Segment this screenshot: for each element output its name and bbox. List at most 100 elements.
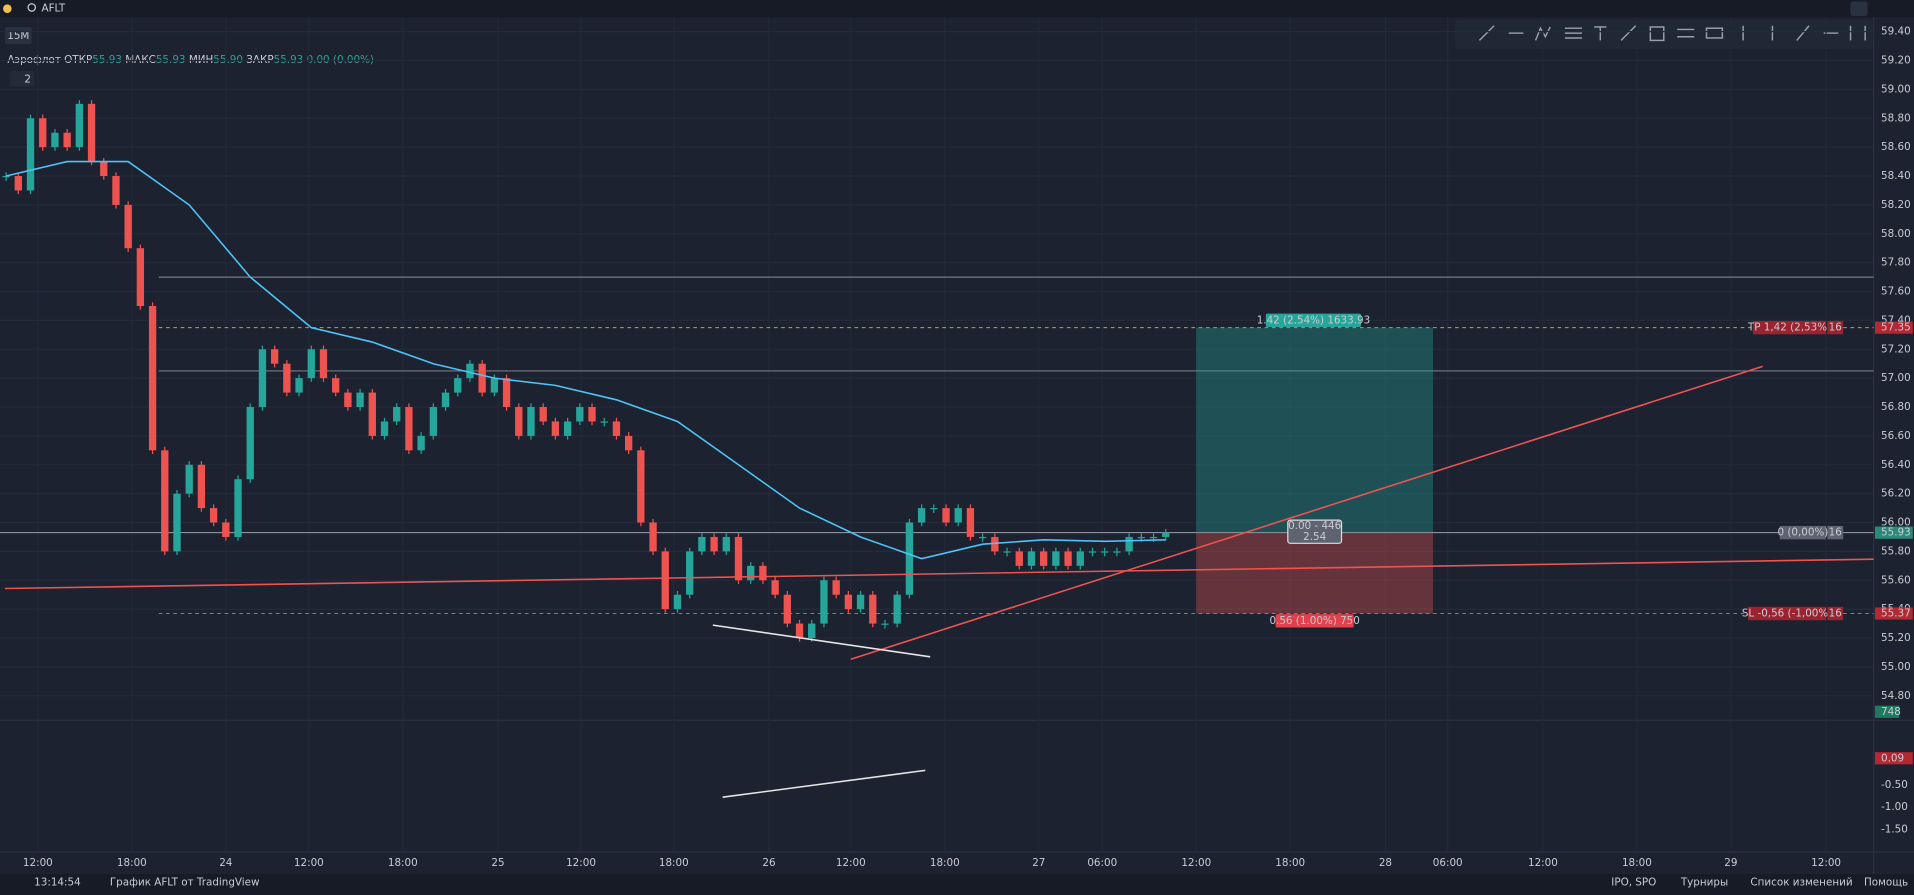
profit-label: 1.42 (2.54%) 1633.93 (1257, 314, 1370, 326)
candle (917, 508, 926, 523)
qty: 16 (1829, 527, 1842, 539)
candle (1040, 551, 1048, 566)
volume-badge (1874, 705, 1900, 718)
candle (1113, 551, 1121, 553)
y-tick-label: 59.20 (1881, 55, 1911, 67)
y-tick-label: 59.40 (1881, 26, 1911, 38)
order-label[interactable]: TP 1,42 (2,53%) (1747, 322, 1831, 334)
footer-link[interactable]: IPO, SPO (1611, 877, 1656, 889)
candle (1052, 551, 1060, 566)
x-tick-label: 12:00 (836, 857, 866, 869)
macd-tick-label: -0.50 (1881, 779, 1908, 791)
x-tick-label: 18:00 (930, 857, 960, 869)
y-tick-label: 55.00 (1881, 661, 1911, 673)
x-tick-label: 12:00 (566, 857, 596, 869)
x-tick-label: 25 (491, 857, 504, 869)
candle (576, 407, 584, 422)
y-tick-label: 58.60 (1881, 141, 1911, 153)
candle (319, 349, 328, 379)
y-tick-label: 58.20 (1881, 199, 1911, 211)
x-tick-label: 06:00 (1087, 857, 1117, 869)
volume-last: 748 (1881, 706, 1901, 718)
candle (429, 407, 437, 436)
interval[interactable]: 15M (7, 30, 29, 42)
y-tick-label: 57.00 (1881, 372, 1911, 384)
footer-link[interactable]: Список изменений (1750, 877, 1852, 889)
x-tick-label: 27 (1032, 857, 1045, 869)
candle (515, 407, 523, 436)
x-tick-label: 12:00 (23, 857, 53, 869)
candle (173, 493, 181, 552)
indicator-toggle[interactable] (9, 70, 35, 87)
candle (539, 407, 547, 422)
center-top: 0.00 - 446 (1288, 520, 1341, 532)
candle (1149, 536, 1158, 539)
candle (1088, 551, 1097, 553)
candle (380, 421, 389, 436)
footer-brand[interactable]: График AFLT от TradingView (110, 877, 260, 889)
candle (466, 363, 474, 379)
candle (51, 132, 59, 148)
candle (148, 305, 157, 451)
y-tick-label: 56.20 (1881, 488, 1911, 500)
y-tick-label: 56.40 (1881, 459, 1911, 471)
qty-bg (1827, 320, 1844, 335)
candle (978, 536, 987, 539)
x-tick-label: 18:00 (1275, 857, 1305, 869)
y-tick-label: 55.60 (1881, 574, 1911, 586)
order-label[interactable]: SL -0,56 (-1,00%) (1742, 607, 1832, 619)
center-bottom: 2.54 (1303, 531, 1326, 543)
x-tick-label: 29 (1724, 857, 1737, 869)
candle (661, 551, 669, 610)
candle (234, 479, 242, 537)
order-label-bg (1752, 320, 1827, 335)
candle (881, 623, 889, 625)
candle (856, 594, 865, 610)
candle (710, 536, 718, 552)
profit-label-bg (1265, 313, 1362, 328)
search-text[interactable]: AFLT (42, 3, 66, 15)
candle (808, 623, 816, 639)
candle (600, 421, 608, 423)
y-tick-label: 58.40 (1881, 170, 1911, 182)
candle (441, 392, 450, 408)
x-tick-label: 18:00 (659, 857, 689, 869)
candle (454, 378, 462, 393)
y-tick-label: 56.00 (1881, 517, 1911, 529)
y-tick-label: 57.80 (1881, 257, 1911, 269)
indicator-count[interactable]: 2 (24, 73, 31, 85)
candle (759, 565, 767, 581)
x-tick-label: 26 (762, 857, 775, 869)
y-tick-label: 57.20 (1881, 343, 1911, 355)
candle (161, 450, 169, 552)
loss-label: 0.56 (1.00%) 750 (1269, 615, 1359, 627)
trendline (722, 769, 926, 799)
candle (1064, 551, 1072, 566)
candle (734, 536, 743, 581)
candle (747, 565, 755, 581)
candle (344, 392, 352, 408)
candle (722, 536, 730, 552)
status-dot (3, 4, 12, 13)
candle (649, 522, 657, 552)
dropdown[interactable] (1850, 1, 1868, 16)
order-label[interactable]: 0 (0,00%) (1777, 527, 1828, 539)
candle (368, 392, 376, 436)
qty-bg (1827, 606, 1844, 621)
candle (112, 176, 120, 205)
candle (1125, 536, 1133, 552)
candle (563, 421, 572, 436)
top-bar (0, 0, 1914, 18)
trendline (712, 624, 931, 658)
footer-link[interactable]: Помощь (1864, 877, 1908, 889)
candle (393, 407, 401, 422)
footer-link[interactable]: Турниры (1680, 877, 1728, 889)
candle (783, 594, 791, 624)
candle (1015, 551, 1023, 566)
candle (624, 435, 633, 451)
candle (246, 407, 254, 480)
candle (893, 594, 901, 624)
candle (991, 536, 999, 552)
candle (185, 464, 193, 494)
